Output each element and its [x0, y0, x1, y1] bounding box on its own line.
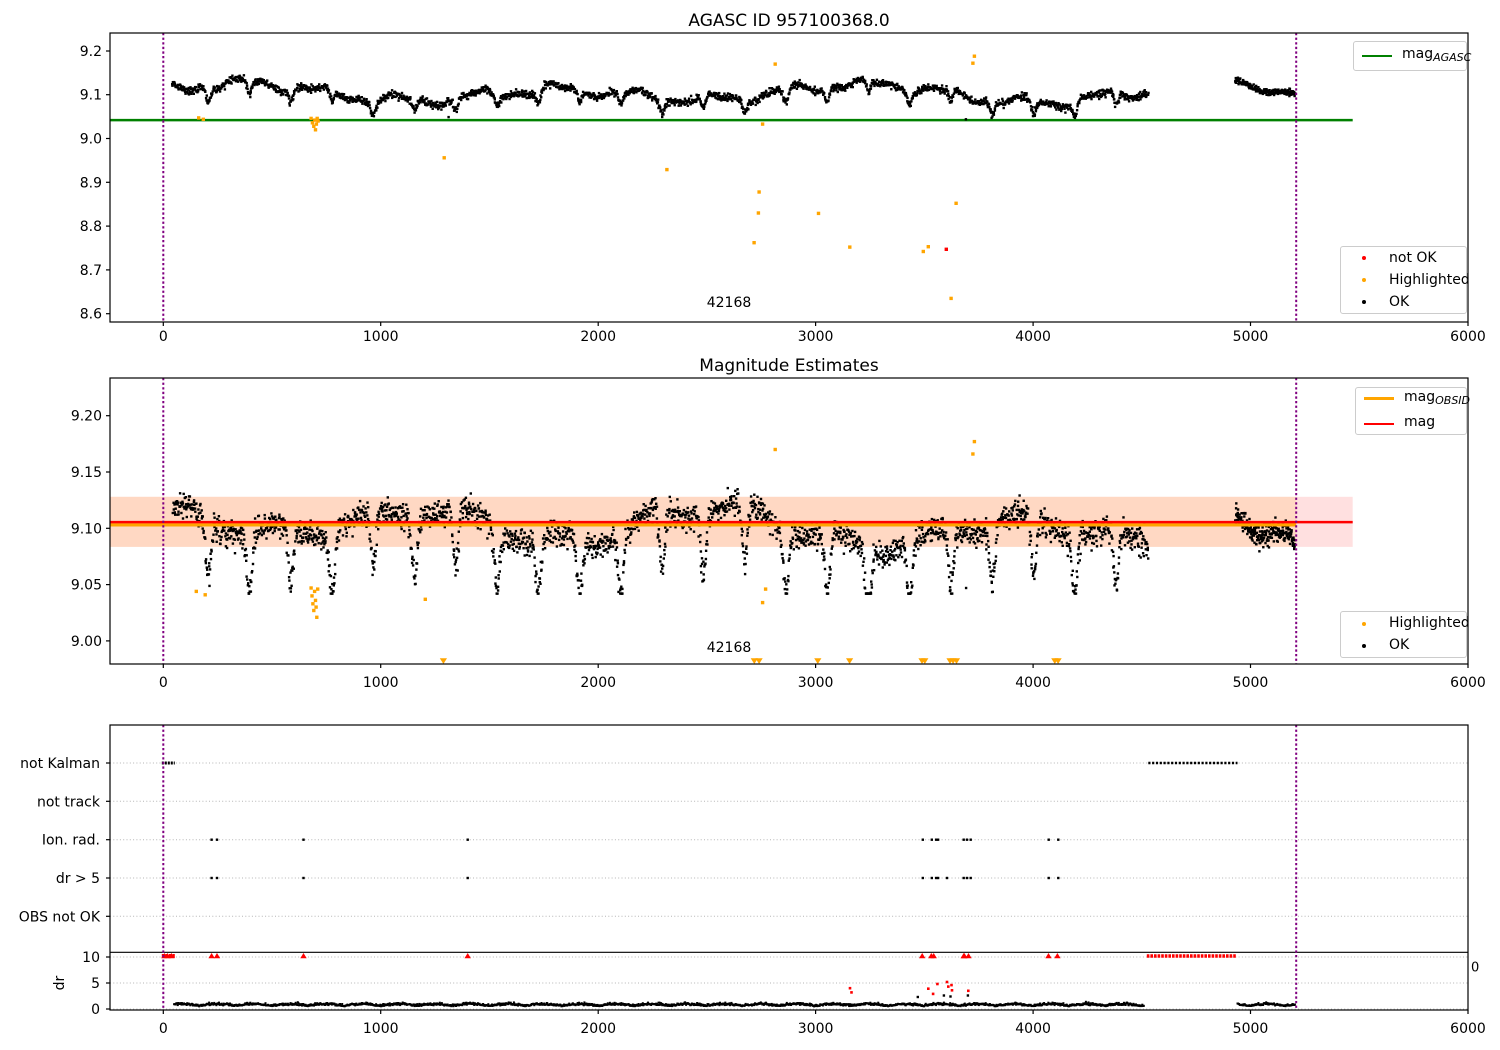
panel2-line-legend: magOBSID mag — [1355, 387, 1470, 435]
svg-text:2000: 2000 — [580, 329, 616, 345]
legend-label: Highlighted — [1389, 271, 1470, 288]
panel1-title: AGASC ID 957100368.0 — [688, 11, 890, 31]
panel1-plot: 0 1000 2000 3000 4000 5000 6000 9.2 9.1 9.0 8.9 8.8… — [80, 32, 1486, 345]
legend-label: Highlighted — [1389, 615, 1470, 631]
svg-text:5000: 5000 — [1233, 329, 1269, 345]
panel3-red10 — [161, 953, 1237, 959]
legend-row-ok: OK — [1349, 294, 1458, 311]
panel2-title: Magnitude Estimates — [699, 356, 879, 376]
legend-row-mag: mag — [1364, 414, 1458, 434]
panel1-marker-legend: not OK Highlighted OK — [1340, 246, 1470, 314]
panel2-scatter-highlighted — [194, 439, 1062, 664]
panel3-dr-outliers — [848, 980, 970, 999]
panel2-annotation-obsid: 42168 — [706, 640, 752, 656]
panel1-y-axis: 9.2 9.1 9.0 8.9 8.8 8.7 8.6 — [80, 44, 110, 323]
panel1-scatter-not-ok — [944, 247, 948, 251]
svg-text:3000: 3000 — [798, 329, 834, 345]
panel3-x-axis: 0 1000 2000 3000 4000 5000 6000 — [159, 1010, 1486, 1037]
panel1-scatter-ok — [171, 74, 1297, 121]
panel3-dr-gt5-points — [210, 876, 1060, 880]
svg-text:6000: 6000 — [1450, 329, 1486, 345]
panel3-right-zero-label: 0 — [1471, 960, 1480, 976]
svg-text:4000: 4000 — [1015, 329, 1051, 345]
legend-label: magOBSID — [1404, 388, 1471, 407]
not-ok-marker-icon — [1349, 256, 1379, 260]
panel3-dr-trace — [173, 1000, 1296, 1008]
panel1-annotation-obsid: 42168 — [706, 295, 752, 311]
svg-text:8.6: 8.6 — [80, 307, 102, 323]
legend-row-mag-agasc: magAGASC — [1362, 46, 1471, 66]
ok-marker-icon — [1349, 300, 1379, 304]
svg-text:8.7: 8.7 — [80, 263, 102, 279]
legend-label: not OK — [1389, 249, 1437, 266]
panel2-x-axis: 0 1000 2000 3000 4000 5000 6000 — [159, 664, 1486, 691]
legend-row-mag-obsid: magOBSID — [1364, 389, 1470, 409]
panel2-marker-legend: Highlighted OK — [1340, 611, 1470, 658]
ok-marker-icon — [1349, 643, 1379, 648]
legend-row-highlighted: Highlighted — [1349, 615, 1470, 632]
legend-label: mag — [1404, 413, 1436, 430]
mag-agasc-line-swatch — [1362, 55, 1392, 57]
legend-row-highlighted: Highlighted — [1349, 272, 1470, 289]
svg-text:8.9: 8.9 — [80, 175, 102, 191]
mag-obsid-line-swatch — [1364, 397, 1394, 400]
panel2-plot: 0 1000 2000 3000 4000 5000 6000 9.209.159.109.0… — [71, 377, 1486, 691]
legend-label: OK — [1389, 293, 1410, 310]
highlighted-marker-icon — [1349, 621, 1379, 626]
panel1-line-legend: magAGASC — [1353, 41, 1471, 71]
svg-text:1000: 1000 — [363, 329, 399, 345]
legend-row-not-ok: not OK — [1349, 250, 1458, 267]
legend-label: OK — [1389, 637, 1410, 653]
panel1-x-axis: 0 1000 2000 3000 4000 5000 6000 — [159, 322, 1486, 345]
panel3-gridlines — [110, 762, 1468, 1010]
svg-text:8.8: 8.8 — [80, 219, 102, 235]
legend-row-ok: OK — [1349, 637, 1458, 654]
svg-text:9.0: 9.0 — [80, 132, 102, 148]
mag-line-swatch — [1364, 422, 1394, 425]
highlighted-marker-icon — [1349, 278, 1379, 282]
panel2-y-axis: 9.209.159.109.059.00 — [71, 409, 110, 650]
panel1-scatter-highlighted — [197, 54, 977, 301]
svg-text:9.1: 9.1 — [80, 88, 102, 104]
svg-text:9.2: 9.2 — [80, 44, 102, 60]
panel3-ion-rad-points — [210, 838, 1060, 841]
legend-label: magAGASC — [1402, 46, 1472, 64]
svg-text:0: 0 — [159, 329, 168, 345]
